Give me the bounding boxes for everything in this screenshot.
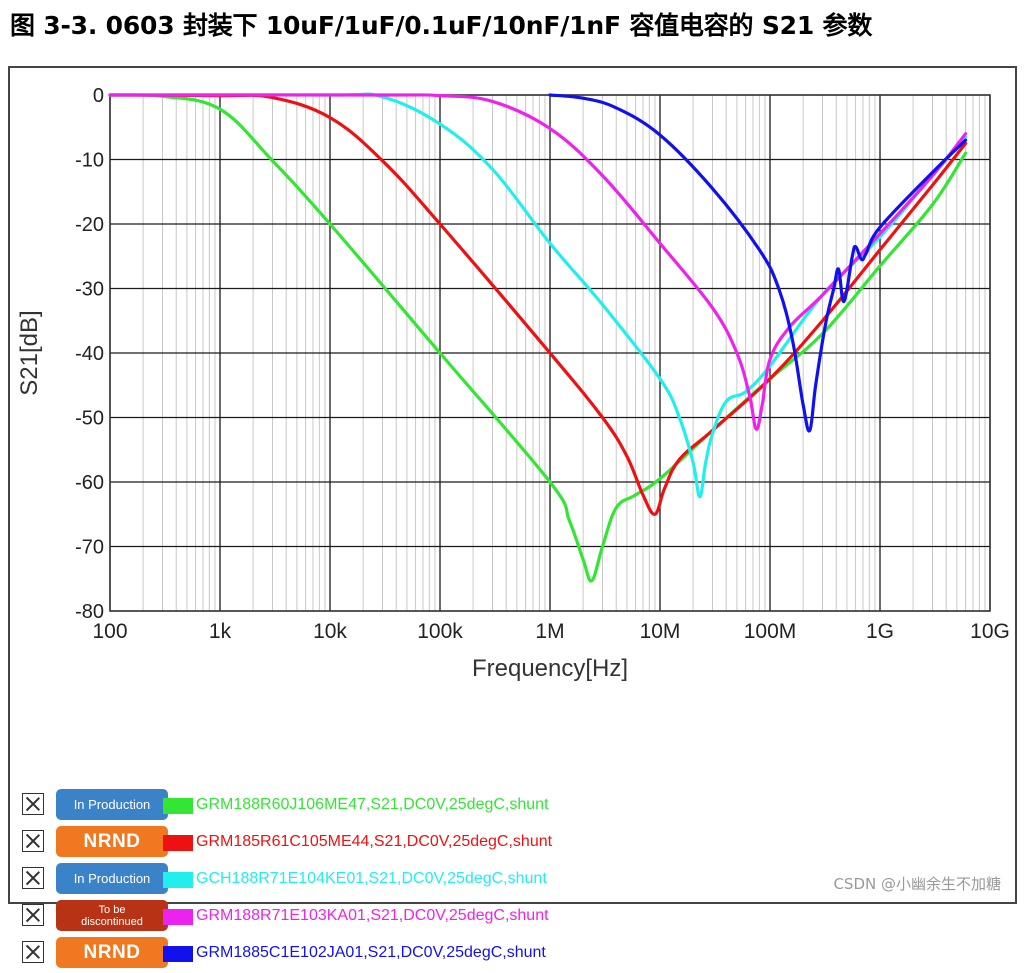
series-toggle-checkbox[interactable] xyxy=(22,867,44,889)
legend-item[interactable]: NRND GRM1885C1E102JA01,S21,DC0V,25degC,s… xyxy=(22,936,722,973)
series-line xyxy=(108,93,968,583)
status-badge: NRND xyxy=(56,937,168,968)
series-color-swatch xyxy=(163,872,193,888)
series-line xyxy=(108,93,968,516)
y-tick-label: -20 xyxy=(75,214,104,236)
series-toggle-checkbox[interactable] xyxy=(22,830,44,852)
legend-item[interactable]: In Production GCH188R71E104KE01,S21,DC0V… xyxy=(22,862,722,899)
y-tick-label: -70 xyxy=(75,537,104,559)
x-tick-label: 1M xyxy=(535,620,564,643)
x-tick-label: 100M xyxy=(744,620,797,643)
series-label: GRM1885C1E102JA01,S21,DC0V,25degC,shunt xyxy=(196,944,546,961)
x-tick-label: 100k xyxy=(417,620,463,643)
series-color-swatch xyxy=(163,798,193,814)
y-axis-title: S21[dB] xyxy=(16,310,43,395)
x-tick-label: 1G xyxy=(866,620,894,643)
series-toggle-checkbox[interactable] xyxy=(22,904,44,926)
status-badge: In Production xyxy=(56,863,168,894)
legend-item[interactable]: NRND GRM185R61C105ME44,S21,DC0V,25degC,s… xyxy=(22,825,722,862)
legend-item[interactable]: In Production GRM188R60J106ME47,S21,DC0V… xyxy=(22,788,722,825)
series-line xyxy=(108,93,968,431)
series-label: GRM185R61C105ME44,S21,DC0V,25degC,shunt xyxy=(196,833,553,850)
x-tick-label: 100 xyxy=(92,620,127,643)
series-line xyxy=(548,93,968,433)
y-tick-label: -30 xyxy=(75,279,104,301)
chart-frame: 0 -10 -20 -30 -40 -50 -60 -70 -80 100 1k 10k 100k 1M 1… xyxy=(8,66,1017,968)
status-badge: NRND xyxy=(56,826,168,857)
series-label: GRM188R60J106ME47,S21,DC0V,25degC,shunt xyxy=(196,796,549,813)
status-badge: To be discontinued xyxy=(56,900,168,931)
y-tick-label: -10 xyxy=(75,150,104,172)
x-tick-label: 1k xyxy=(209,620,232,643)
watermark: CSDN @小幽余生不加糖 xyxy=(833,875,1001,893)
series-color-swatch xyxy=(163,946,193,962)
series-color-swatch xyxy=(163,835,193,851)
x-tick-label: 10G xyxy=(970,620,1010,643)
x-tick-label: 10M xyxy=(640,620,681,643)
x-tick-label: 10k xyxy=(313,620,347,643)
status-badge: In Production xyxy=(56,789,168,820)
series-color-swatch xyxy=(163,909,193,925)
y-tick-label: -40 xyxy=(75,343,104,365)
y-tick-label: -60 xyxy=(75,472,104,494)
y-tick-label: -50 xyxy=(75,408,104,430)
series-label: GCH188R71E104KE01,S21,DC0V,25degC,shunt xyxy=(196,870,547,887)
x-axis-title: Frequency[Hz] xyxy=(472,655,628,682)
series-toggle-checkbox[interactable] xyxy=(22,941,44,963)
y-tick-label: 0 xyxy=(93,85,104,107)
legend-item[interactable]: To be discontinued GRM188R71E103KA01,S21… xyxy=(22,899,722,936)
series-toggle-checkbox[interactable] xyxy=(22,793,44,815)
y-tick-label: -80 xyxy=(75,601,104,623)
figure-caption: 图 3-3. 0603 封装下 10uF/1uF/0.1uF/10nF/1nF … xyxy=(10,11,873,40)
legend: In Production GRM188R60J106ME47,S21,DC0V… xyxy=(22,788,722,973)
series-label: GRM188R71E103KA01,S21,DC0V,25degC,shunt xyxy=(196,907,549,924)
